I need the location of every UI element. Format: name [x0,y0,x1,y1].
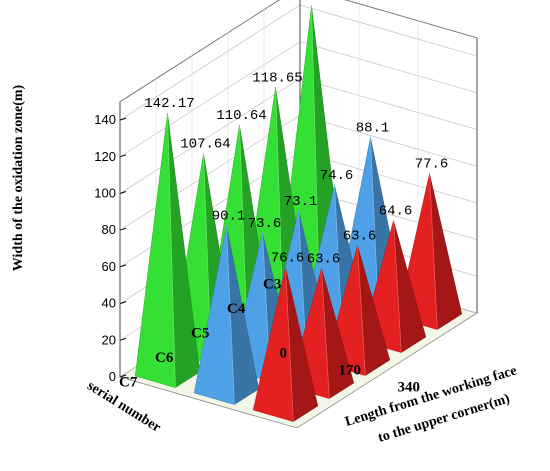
pyramid-bar [193,225,260,406]
length-tick-label: 0 [280,346,288,362]
data-label: 110.64 [216,108,266,124]
serial-tick-label: C6 [155,350,174,366]
pyramid-edge [226,225,235,405]
pyramid-edge [311,5,320,296]
length-tick-label: 340 [398,380,421,396]
pyramid-edge [429,173,438,330]
data-label: 107.64 [180,136,230,152]
y-tick-label: 60 [102,259,116,274]
y-tick-label: 80 [102,222,116,237]
data-label: 64.6 [379,203,413,219]
data-label: 150.69 [288,0,338,4]
pyramid-edge [167,113,176,388]
pyramid-edge [321,268,330,399]
data-label: 88.1 [356,120,390,136]
data-label: 63.6 [343,228,377,244]
y-tick-mark [119,301,127,305]
y-tick-mark [119,264,127,268]
data-label: 63.6 [307,251,341,267]
pyramid-bar [252,267,319,423]
y-tick-label: 100 [94,186,116,201]
pyramid-edge [393,220,402,353]
serial-tick-label: C7 [119,375,138,391]
y-axis: 0 20 40 60 80 100 120 140 [94,0,478,384]
y-tick-label: 120 [94,149,116,164]
data-label: 142.17 [144,96,194,112]
y-tick-mark [119,337,127,341]
pyramid-edge [357,245,366,376]
y-tick-mark [119,191,127,194]
data-label: 76.6 [271,250,305,266]
y-tick-label: 40 [102,296,116,311]
y-tick-mark [119,374,127,378]
data-label: 73.6 [248,216,282,232]
data-label: 118.65 [252,70,302,86]
y-tick-label: 140 [94,112,116,127]
data-label: 74.6 [320,168,354,184]
chart-marks [134,5,463,423]
pyramid-bar [134,113,201,389]
y-axis-label: Width of the oxidation zone(m) [11,84,26,271]
pyramid-edge [285,267,294,422]
data-label: 90.1 [212,209,246,225]
serial-tick-label: C3 [263,277,281,293]
serial-tick-label: C4 [227,301,246,317]
data-label: 77.6 [415,157,449,173]
y-tick-mark [119,154,127,158]
y-tick-mark [119,227,127,231]
data-label: 73.1 [284,194,318,210]
length-tick-label: 170 [339,363,362,379]
y-tick-mark [119,117,127,121]
y-tick-label: 0 [109,369,116,384]
serial-tick-label: C5 [191,326,209,342]
y-tick-label: 20 [102,332,116,347]
chart-labels: C3 C4 C5 C6 C7 0 170 340 150.69 88.1 118.65 77.6 74.… [119,0,449,396]
